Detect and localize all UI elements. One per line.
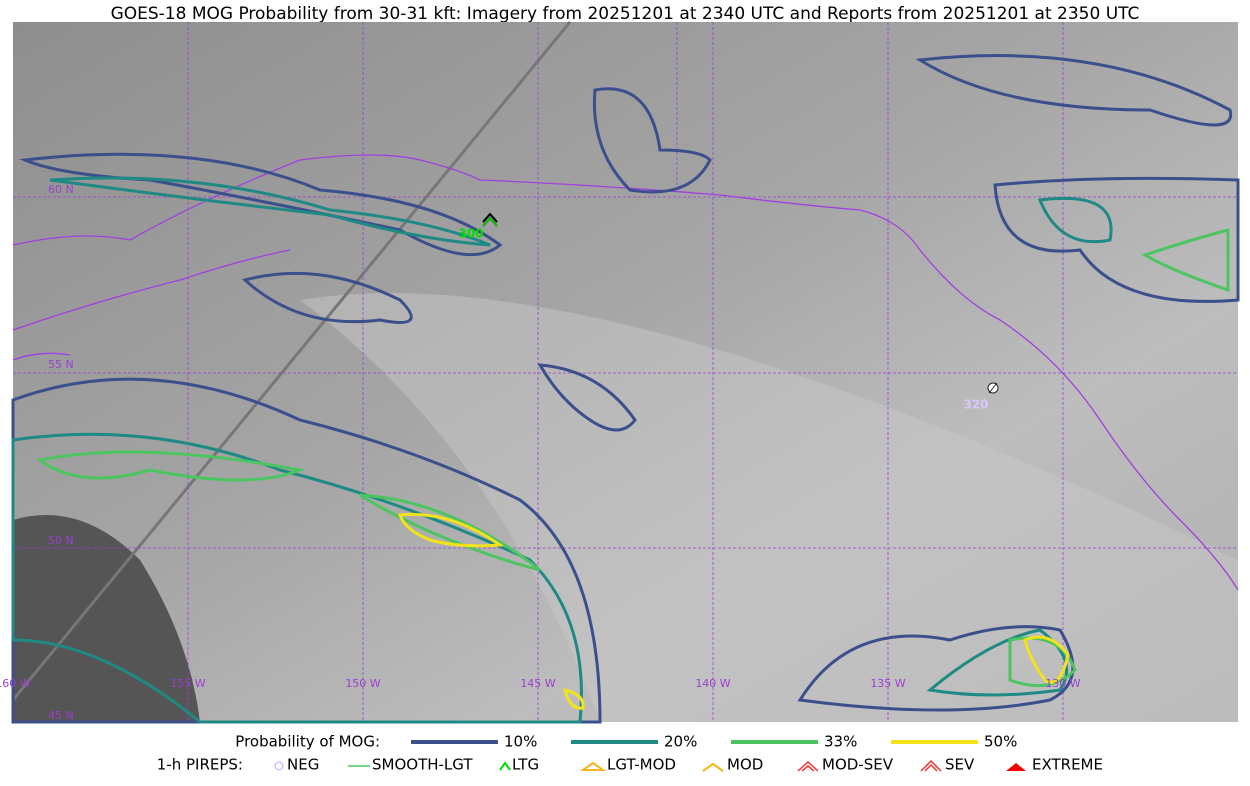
legend-label: SMOOTH-LGT [372,756,473,774]
pirep-altitude: 320 [963,398,988,412]
pirep-icon-shape [274,761,284,771]
lon-label: 150 W [345,677,380,690]
legend-label: SEV [945,756,975,774]
legend-label: LGT-MOD [607,756,676,774]
coastline [12,154,1239,591]
pirep-icon [274,761,284,771]
pirep-icon-shape [920,759,942,772]
pirep-icon [579,761,607,771]
pirep-icon-shape [702,762,724,772]
pirep-neg-slash [988,382,998,394]
lat-label: 55 N [48,358,74,371]
pirep-icon [499,761,511,771]
legend-title: Probability of MOG: [235,733,380,751]
pirep-icon [920,759,942,772]
legend-label: 50% [984,733,1017,751]
legend-label: MOD [727,756,763,774]
lat-label: 45 N [48,709,74,722]
scan-edge [11,21,572,701]
lon-label: 140 W [695,677,730,690]
graticule [13,22,1238,722]
pirep-ltg-icon-inner [482,216,498,227]
legend-label: NEG [287,756,319,774]
pirep-altitude: 300 [458,227,483,241]
lat-label: 50 N [48,534,74,547]
pirep-icon [1006,763,1026,771]
lat-label: 60 N [48,183,74,196]
lon-label: 135 W [870,677,905,690]
lon-label: 160 W [0,677,31,690]
map: 60 N 55 N 50 N 45 N 160 W 155 W 150 W 145 W 140 … [0,21,1240,724]
pirep-icon-shape [579,761,607,771]
contours [11,54,1240,724]
legend-label: MOD-SEV [822,756,894,774]
legend-label: 20% [664,733,697,751]
pirep-icon-shape [797,760,819,772]
title: GOES-18 MOG Probability from 30-31 kft: … [111,4,1140,24]
lon-label: 130 W [1045,677,1080,690]
pirep-icon [797,760,819,772]
pirep-icon-shape [1006,763,1026,771]
legend-label: 10% [504,733,537,751]
lon-label: 155 W [170,677,205,690]
legend-label: 33% [824,733,857,751]
legend-label: EXTREME [1032,756,1103,774]
lon-label: 145 W [520,677,555,690]
pirep-icon-shape [499,761,511,771]
dark-cloud [13,515,200,722]
legend-title: 1-h PIREPS: [157,756,243,774]
pirep-icon [702,762,724,772]
legend-label: LTG [512,756,539,774]
bright-cloud [300,293,1238,722]
